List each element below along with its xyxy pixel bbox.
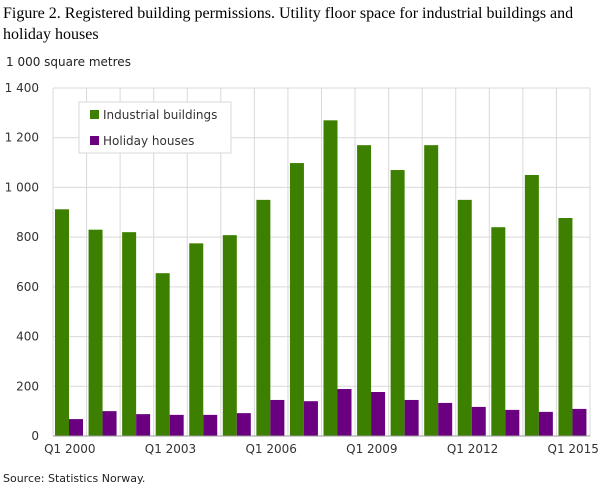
x-tick-label: Q1 2009	[346, 442, 397, 456]
legend-box	[78, 101, 232, 154]
x-tick-label: Q1 2015	[548, 442, 599, 456]
bar-industrial	[491, 227, 506, 436]
bar-holiday	[303, 401, 318, 436]
bar-holiday	[136, 414, 151, 436]
bar-holiday	[69, 419, 83, 436]
legend-swatch	[90, 136, 99, 145]
bar-holiday	[572, 408, 587, 436]
bar-industrial	[524, 175, 539, 436]
bar-holiday	[337, 389, 352, 436]
x-tick-label: Q1 2000	[44, 442, 95, 456]
bar-industrial	[457, 199, 472, 436]
bar-industrial	[558, 218, 573, 436]
bar-holiday	[371, 392, 386, 436]
bar-industrial	[424, 145, 439, 436]
bar-holiday	[270, 399, 285, 436]
bar-industrial	[122, 232, 137, 436]
bar-holiday	[471, 406, 486, 436]
bar-industrial	[55, 209, 69, 436]
source-note: Source: Statistics Norway.	[3, 472, 146, 485]
legend-swatch	[90, 110, 99, 119]
bar-holiday	[404, 399, 419, 436]
x-tick-label: Q1 2012	[447, 442, 498, 456]
y-tick-label: 1 400	[5, 81, 39, 95]
x-tick-label: Q1 2006	[245, 442, 296, 456]
y-tick-label: 400	[16, 330, 39, 344]
y-tick-label: 0	[31, 429, 39, 443]
bar-holiday	[102, 411, 117, 436]
y-tick-label: 200	[16, 379, 39, 393]
legend-label: Holiday houses	[103, 134, 194, 148]
y-tick-label: 600	[16, 280, 39, 294]
bar-industrial	[357, 145, 372, 436]
bar-industrial	[390, 170, 405, 436]
chart-title: Figure 2. Registered building permission…	[3, 5, 574, 43]
bar-holiday	[236, 413, 251, 436]
bar-holiday	[538, 411, 553, 436]
bar-holiday	[169, 414, 184, 436]
bar-industrial	[222, 235, 237, 436]
bar-industrial	[289, 163, 304, 436]
bar-holiday	[203, 414, 218, 436]
legend-label: Industrial buildings	[103, 108, 217, 122]
bar-industrial	[323, 120, 338, 437]
y-axis-label: 1 000 square metres	[6, 55, 131, 69]
x-tick-label: Q1 2003	[145, 442, 196, 456]
bar-industrial	[189, 243, 204, 436]
y-tick-label: 1 200	[5, 131, 39, 145]
bar-industrial	[155, 273, 170, 436]
bar-industrial	[88, 229, 103, 436]
bar-industrial	[256, 199, 271, 436]
bar-holiday	[505, 409, 520, 436]
y-tick-label: 800	[16, 230, 39, 244]
y-tick-label: 1 000	[5, 180, 39, 194]
bar-holiday	[438, 402, 453, 436]
